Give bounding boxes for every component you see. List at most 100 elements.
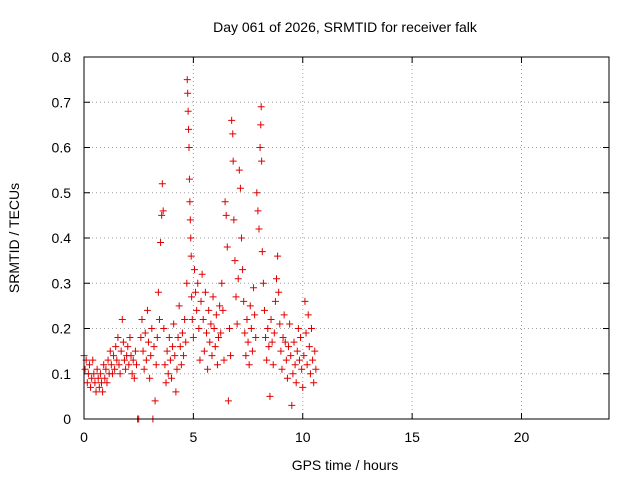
data-point (131, 347, 139, 355)
data-point (122, 365, 130, 373)
data-point (81, 365, 89, 373)
data-point (287, 352, 295, 360)
data-point (259, 279, 267, 287)
data-point (182, 338, 190, 346)
data-point (95, 383, 103, 391)
data-point (280, 311, 288, 319)
data-point (152, 361, 160, 369)
data-point (228, 116, 236, 124)
data-point (117, 347, 125, 355)
data-point (263, 356, 271, 364)
data-point (100, 361, 108, 369)
y-tick-label: 0.6 (52, 140, 72, 156)
data-point (176, 343, 184, 351)
data-point (274, 252, 282, 260)
data-point (107, 361, 115, 369)
data-point (171, 352, 179, 360)
data-point (87, 383, 95, 391)
data-point (130, 374, 138, 382)
data-point (125, 361, 133, 369)
data-point (185, 125, 193, 133)
data-point (164, 370, 172, 378)
data-point (192, 288, 200, 296)
y-tick-label: 0.4 (52, 230, 72, 246)
data-point (106, 347, 114, 355)
data-point (137, 334, 145, 342)
data-point (275, 288, 283, 296)
data-point (308, 325, 315, 332)
data-point (240, 297, 248, 305)
data-point (99, 388, 107, 396)
data-point (236, 184, 244, 192)
data-point (204, 365, 212, 373)
x-tick-label: 20 (514, 429, 530, 445)
data-point (142, 356, 150, 364)
data-point (96, 370, 104, 378)
data-point (303, 361, 311, 369)
data-point (175, 302, 183, 310)
x-axis-title: GPS time / hours (292, 457, 399, 473)
y-tick-label: 0.3 (52, 275, 72, 291)
data-point (119, 338, 127, 346)
data-point (276, 320, 284, 328)
data-point (253, 189, 261, 197)
data-point (118, 315, 126, 323)
data-point (256, 144, 264, 151)
y-tick-label: 0.1 (52, 366, 72, 382)
data-point (90, 370, 98, 378)
data-point (267, 315, 275, 323)
data-point (124, 343, 132, 351)
data-point (304, 311, 312, 319)
data-point (265, 343, 273, 351)
data-point (207, 320, 215, 328)
x-tick-label: 0 (80, 429, 88, 445)
data-point (229, 130, 237, 138)
data-point (279, 334, 287, 342)
data-point (248, 347, 256, 355)
data-point (266, 392, 274, 400)
data-point (224, 397, 232, 405)
data-point (113, 356, 121, 364)
data-point (193, 306, 201, 314)
data-point (264, 325, 272, 332)
data-point (198, 270, 206, 278)
data-point (197, 297, 205, 305)
data-point (257, 103, 265, 111)
data-point (268, 338, 276, 346)
data-point (103, 379, 111, 387)
data-point (309, 356, 317, 364)
data-point (155, 315, 163, 323)
data-point (270, 329, 278, 337)
data-point (177, 361, 185, 369)
data-point (233, 320, 241, 328)
data-point (116, 370, 124, 378)
data-point (295, 356, 303, 364)
x-tick-label: 15 (404, 429, 420, 445)
y-tick-label: 0.2 (52, 321, 72, 337)
data-point (310, 379, 318, 387)
data-point (180, 352, 188, 360)
data-point (91, 379, 99, 387)
data-point (127, 352, 135, 360)
y-tick-label: 0.5 (52, 185, 72, 201)
data-point (173, 365, 181, 373)
data-point (210, 325, 218, 332)
data-point (102, 365, 110, 373)
data-point (218, 279, 226, 287)
data-point (170, 320, 178, 328)
data-point (211, 343, 219, 351)
data-point (242, 352, 250, 360)
data-point (140, 365, 148, 373)
data-point (299, 383, 307, 391)
data-point (153, 334, 161, 342)
data-point (187, 234, 195, 242)
data-point (129, 356, 137, 364)
data-point (215, 334, 223, 342)
data-point (221, 198, 229, 206)
data-point (234, 275, 242, 283)
data-point (208, 352, 216, 360)
data-point (88, 374, 96, 382)
y-tick-labels: 0 0.1 0.2 0.3 0.4 0.5 0.6 0.7 0.8 (52, 49, 72, 427)
data-point (174, 334, 182, 342)
data-point (223, 243, 231, 251)
